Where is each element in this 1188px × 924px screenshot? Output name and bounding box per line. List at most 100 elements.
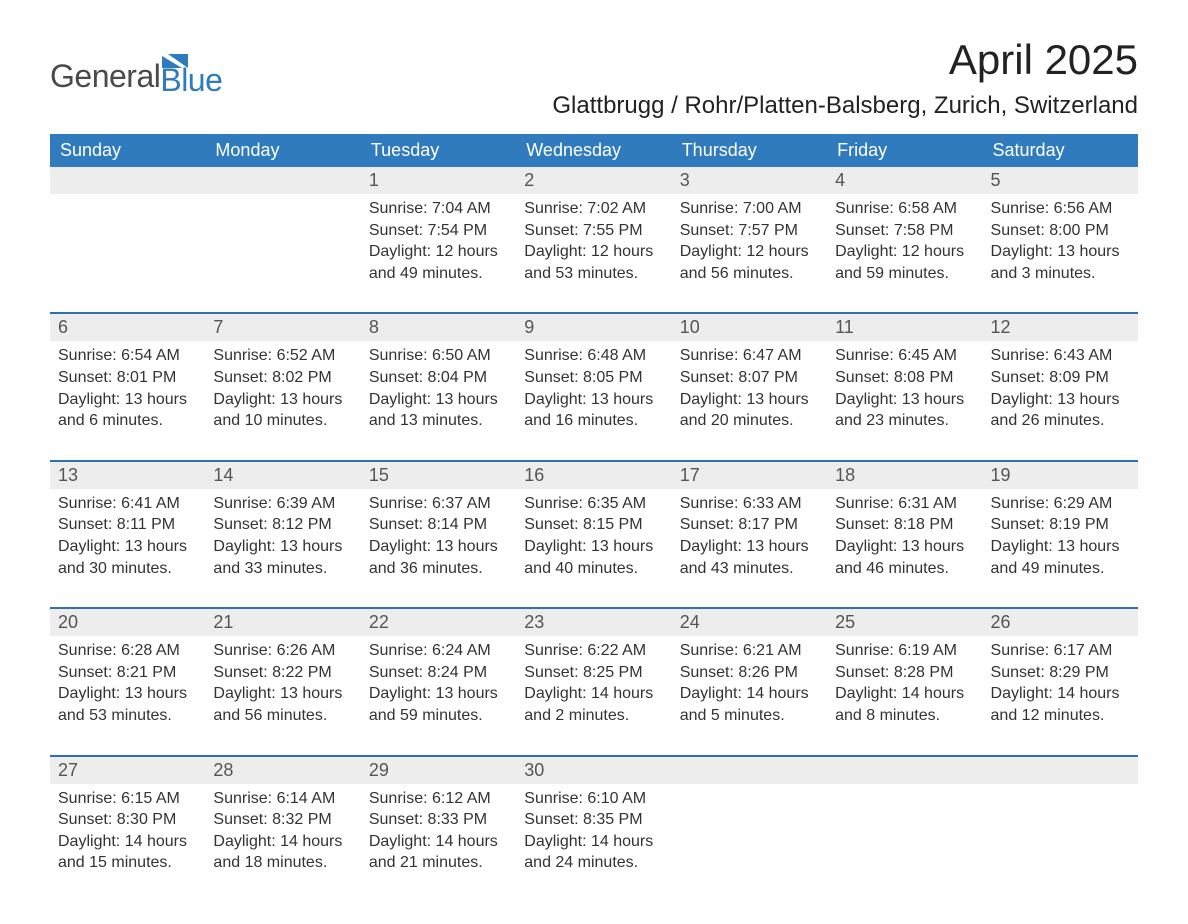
- weekday-header: Saturday: [983, 134, 1138, 167]
- sunset-text: Sunset: 8:25 PM: [524, 662, 663, 684]
- daylight-text: Daylight: 13 hours and 23 minutes.: [835, 389, 974, 432]
- sunrise-text: Sunrise: 6:21 AM: [680, 640, 819, 662]
- day-number: 28: [205, 756, 360, 784]
- sunset-text: Sunset: 7:58 PM: [835, 220, 974, 242]
- week-body-row: Sunrise: 6:54 AMSunset: 8:01 PMDaylight:…: [50, 341, 1138, 460]
- day-cell: Sunrise: 6:45 AMSunset: 8:08 PMDaylight:…: [827, 341, 982, 460]
- day-cell: Sunrise: 6:43 AMSunset: 8:09 PMDaylight:…: [983, 341, 1138, 460]
- week-daynum-row: 27282930: [50, 756, 1138, 784]
- daylight-text: Daylight: 13 hours and 33 minutes.: [213, 536, 352, 579]
- weekday-header: Monday: [205, 134, 360, 167]
- day-number: 19: [983, 461, 1138, 489]
- day-cell: Sunrise: 6:15 AMSunset: 8:30 PMDaylight:…: [50, 784, 205, 884]
- day-cell: Sunrise: 6:50 AMSunset: 8:04 PMDaylight:…: [361, 341, 516, 460]
- daylight-text: Daylight: 12 hours and 59 minutes.: [835, 241, 974, 284]
- day-number: 12: [983, 313, 1138, 341]
- calendar-table: SundayMondayTuesdayWednesdayThursdayFrid…: [50, 134, 1138, 884]
- daylight-text: Daylight: 13 hours and 59 minutes.: [369, 683, 508, 726]
- week-body-row: Sunrise: 7:04 AMSunset: 7:54 PMDaylight:…: [50, 194, 1138, 313]
- day-cell: Sunrise: 6:48 AMSunset: 8:05 PMDaylight:…: [516, 341, 671, 460]
- weekday-header: Wednesday: [516, 134, 671, 167]
- day-cell: Sunrise: 6:17 AMSunset: 8:29 PMDaylight:…: [983, 636, 1138, 755]
- sunrise-text: Sunrise: 6:22 AM: [524, 640, 663, 662]
- day-cell: Sunrise: 6:26 AMSunset: 8:22 PMDaylight:…: [205, 636, 360, 755]
- sunrise-text: Sunrise: 6:12 AM: [369, 788, 508, 810]
- week-daynum-row: 12345: [50, 167, 1138, 194]
- day-number: 22: [361, 608, 516, 636]
- location-text: Glattbrugg / Rohr/Platten-Balsberg, Zuri…: [552, 92, 1138, 120]
- weekday-header: Thursday: [672, 134, 827, 167]
- day-number: 2: [516, 167, 671, 194]
- day-number: 14: [205, 461, 360, 489]
- sunrise-text: Sunrise: 7:02 AM: [524, 198, 663, 220]
- week-body-row: Sunrise: 6:28 AMSunset: 8:21 PMDaylight:…: [50, 636, 1138, 755]
- sunset-text: Sunset: 8:00 PM: [991, 220, 1130, 242]
- day-cell: Sunrise: 6:12 AMSunset: 8:33 PMDaylight:…: [361, 784, 516, 884]
- daylight-text: Daylight: 14 hours and 8 minutes.: [835, 683, 974, 726]
- day-cell: Sunrise: 7:04 AMSunset: 7:54 PMDaylight:…: [361, 194, 516, 313]
- sunset-text: Sunset: 8:19 PM: [991, 514, 1130, 536]
- brand-part2-wrap: Blue: [160, 54, 222, 99]
- day-cell: Sunrise: 6:21 AMSunset: 8:26 PMDaylight:…: [672, 636, 827, 755]
- day-cell: Sunrise: 6:52 AMSunset: 8:02 PMDaylight:…: [205, 341, 360, 460]
- day-number: 27: [50, 756, 205, 784]
- daylight-text: Daylight: 14 hours and 21 minutes.: [369, 831, 508, 874]
- day-number: 8: [361, 313, 516, 341]
- day-cell: Sunrise: 6:56 AMSunset: 8:00 PMDaylight:…: [983, 194, 1138, 313]
- day-cell: Sunrise: 6:24 AMSunset: 8:24 PMDaylight:…: [361, 636, 516, 755]
- week-daynum-row: 13141516171819: [50, 461, 1138, 489]
- daylight-text: Daylight: 14 hours and 5 minutes.: [680, 683, 819, 726]
- sunset-text: Sunset: 8:30 PM: [58, 809, 197, 831]
- day-number: 24: [672, 608, 827, 636]
- sunset-text: Sunset: 8:18 PM: [835, 514, 974, 536]
- day-cell: Sunrise: 6:31 AMSunset: 8:18 PMDaylight:…: [827, 489, 982, 608]
- daylight-text: Daylight: 13 hours and 46 minutes.: [835, 536, 974, 579]
- day-number: 30: [516, 756, 671, 784]
- sunrise-text: Sunrise: 6:35 AM: [524, 493, 663, 515]
- sunrise-text: Sunrise: 6:33 AM: [680, 493, 819, 515]
- sunset-text: Sunset: 8:05 PM: [524, 367, 663, 389]
- sunset-text: Sunset: 7:57 PM: [680, 220, 819, 242]
- day-number: 21: [205, 608, 360, 636]
- sunset-text: Sunset: 8:32 PM: [213, 809, 352, 831]
- day-number: [672, 756, 827, 784]
- sunrise-text: Sunrise: 6:39 AM: [213, 493, 352, 515]
- brand-part1: General: [50, 58, 160, 95]
- sunset-text: Sunset: 8:26 PM: [680, 662, 819, 684]
- sunrise-text: Sunrise: 6:24 AM: [369, 640, 508, 662]
- sunrise-text: Sunrise: 6:28 AM: [58, 640, 197, 662]
- sunrise-text: Sunrise: 6:58 AM: [835, 198, 974, 220]
- month-title: April 2025: [552, 36, 1138, 84]
- sunrise-text: Sunrise: 6:45 AM: [835, 345, 974, 367]
- day-number: 6: [50, 313, 205, 341]
- sunset-text: Sunset: 7:54 PM: [369, 220, 508, 242]
- sunset-text: Sunset: 8:11 PM: [58, 514, 197, 536]
- sunrise-text: Sunrise: 6:29 AM: [991, 493, 1130, 515]
- daylight-text: Daylight: 13 hours and 49 minutes.: [991, 536, 1130, 579]
- sunset-text: Sunset: 8:29 PM: [991, 662, 1130, 684]
- day-cell: Sunrise: 6:29 AMSunset: 8:19 PMDaylight:…: [983, 489, 1138, 608]
- day-cell: Sunrise: 6:33 AMSunset: 8:17 PMDaylight:…: [672, 489, 827, 608]
- day-number: 3: [672, 167, 827, 194]
- sunset-text: Sunset: 8:14 PM: [369, 514, 508, 536]
- day-number: 17: [672, 461, 827, 489]
- day-number: 15: [361, 461, 516, 489]
- day-number: 20: [50, 608, 205, 636]
- day-number: 4: [827, 167, 982, 194]
- sunrise-text: Sunrise: 6:15 AM: [58, 788, 197, 810]
- sunset-text: Sunset: 7:55 PM: [524, 220, 663, 242]
- sunrise-text: Sunrise: 6:48 AM: [524, 345, 663, 367]
- sunrise-text: Sunrise: 6:43 AM: [991, 345, 1130, 367]
- weekday-header: Sunday: [50, 134, 205, 167]
- sunrise-text: Sunrise: 6:52 AM: [213, 345, 352, 367]
- day-cell: Sunrise: 6:58 AMSunset: 7:58 PMDaylight:…: [827, 194, 982, 313]
- day-number: [983, 756, 1138, 784]
- day-cell: Sunrise: 6:35 AMSunset: 8:15 PMDaylight:…: [516, 489, 671, 608]
- daylight-text: Daylight: 14 hours and 2 minutes.: [524, 683, 663, 726]
- daylight-text: Daylight: 14 hours and 12 minutes.: [991, 683, 1130, 726]
- daylight-text: Daylight: 12 hours and 56 minutes.: [680, 241, 819, 284]
- daylight-text: Daylight: 13 hours and 40 minutes.: [524, 536, 663, 579]
- sunrise-text: Sunrise: 6:10 AM: [524, 788, 663, 810]
- week-body-row: Sunrise: 6:41 AMSunset: 8:11 PMDaylight:…: [50, 489, 1138, 608]
- daylight-text: Daylight: 12 hours and 49 minutes.: [369, 241, 508, 284]
